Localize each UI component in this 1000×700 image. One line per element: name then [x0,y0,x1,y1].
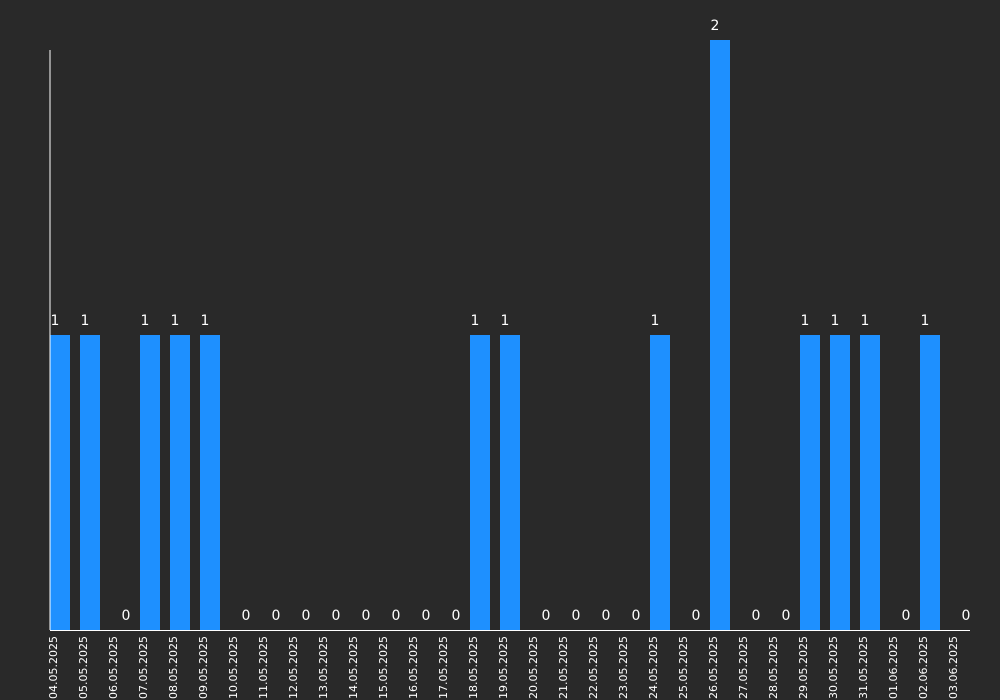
x-tick-label-27.05.2025: 27.05.2025 [737,636,750,699]
x-tick-label-29.05.2025: 29.05.2025 [797,636,810,699]
x-tick-label-21.05.2025: 21.05.2025 [557,636,570,699]
value-label-19.05.2025: 1 [501,313,510,329]
x-tick-label-22.05.2025: 22.05.2025 [587,636,600,699]
value-label-16.05.2025: 0 [422,608,431,624]
x-tick-label-07.05.2025: 07.05.2025 [137,636,150,699]
x-tick-label-08.05.2025: 08.05.2025 [167,636,180,699]
bar-19.05.2025 [500,335,520,630]
x-tick-label-03.06.2025: 03.06.2025 [947,636,960,699]
bar-08.05.2025 [170,335,190,630]
x-tick-label-30.05.2025: 30.05.2025 [827,636,840,699]
value-label-01.06.2025: 0 [902,608,911,624]
x-tick-label-14.05.2025: 14.05.2025 [347,636,360,699]
x-tick-label-01.06.2025: 01.06.2025 [887,636,900,699]
value-label-22.05.2025: 0 [602,608,611,624]
bar-18.05.2025 [470,335,490,630]
bar-04.05.2025 [50,335,70,630]
value-label-31.05.2025: 1 [861,313,870,329]
value-label-13.05.2025: 0 [332,608,341,624]
x-tick-label-12.05.2025: 12.05.2025 [287,636,300,699]
value-label-20.05.2025: 0 [542,608,551,624]
value-labels-group: 1 1 0 1 1 1 0 0 0 0 0 0 0 0 1 1 0 0 0 0 1 0 2 0 0 1 1 1 0 1 0 [51,18,971,624]
x-tick-label-10.05.2025: 10.05.2025 [227,636,240,699]
x-tick-label-02.06.2025: 02.06.2025 [917,636,930,699]
x-tick-label-06.05.2025: 06.05.2025 [107,636,120,699]
value-label-07.05.2025: 1 [141,313,150,329]
value-label-26.05.2025: 2 [711,18,720,34]
value-label-10.05.2025: 0 [242,608,251,624]
value-label-28.05.2025: 0 [782,608,791,624]
x-tick-label-15.05.2025: 15.05.2025 [377,636,390,699]
bar-05.05.2025 [80,335,100,630]
value-label-30.05.2025: 1 [831,313,840,329]
value-label-04.05.2025: 1 [51,313,60,329]
value-label-03.06.2025: 0 [962,608,971,624]
x-tick-label-28.05.2025: 28.05.2025 [767,636,780,699]
value-label-23.05.2025: 0 [632,608,641,624]
x-tick-label-19.05.2025: 19.05.2025 [497,636,510,699]
value-label-21.05.2025: 0 [572,608,581,624]
x-tick-label-23.05.2025: 23.05.2025 [617,636,630,699]
bar-26.05.2025 [710,40,730,630]
bar-29.05.2025 [800,335,820,630]
x-tick-label-11.05.2025: 11.05.2025 [257,636,270,699]
bar-02.06.2025 [920,335,940,630]
x-tick-label-05.05.2025: 05.05.2025 [77,636,90,699]
value-label-05.05.2025: 1 [81,313,90,329]
bar-07.05.2025 [140,335,160,630]
x-tick-label-16.05.2025: 16.05.2025 [407,636,420,699]
value-label-06.05.2025: 0 [122,608,131,624]
bars-group [50,40,940,630]
x-tick-label-24.05.2025: 24.05.2025 [647,636,660,699]
x-tick-label-17.05.2025: 17.05.2025 [437,636,450,699]
x-tick-label-18.05.2025: 18.05.2025 [467,636,480,699]
x-tick-label-31.05.2025: 31.05.2025 [857,636,870,699]
bar-31.05.2025 [860,335,880,630]
value-label-09.05.2025: 1 [201,313,210,329]
value-label-15.05.2025: 0 [392,608,401,624]
value-label-12.05.2025: 0 [302,608,311,624]
x-tick-label-09.05.2025: 09.05.2025 [197,636,210,699]
value-label-08.05.2025: 1 [171,313,180,329]
value-label-14.05.2025: 0 [362,608,371,624]
bar-30.05.2025 [830,335,850,630]
value-label-02.06.2025: 1 [921,313,930,329]
x-tick-label-26.05.2025: 26.05.2025 [707,636,720,699]
bar-24.05.2025 [650,335,670,630]
x-tick-labels-group: 04.05.2025 05.05.2025 06.05.2025 07.05.2025… [47,636,960,699]
value-label-11.05.2025: 0 [272,608,281,624]
x-tick-label-25.05.2025: 25.05.2025 [677,636,690,699]
value-label-18.05.2025: 1 [471,313,480,329]
value-label-17.05.2025: 0 [452,608,461,624]
x-tick-label-04.05.2025: 04.05.2025 [47,636,60,699]
value-label-25.05.2025: 0 [692,608,701,624]
bar-09.05.2025 [200,335,220,630]
value-label-29.05.2025: 1 [801,313,810,329]
x-tick-label-13.05.2025: 13.05.2025 [317,636,330,699]
value-label-27.05.2025: 0 [752,608,761,624]
x-tick-label-20.05.2025: 20.05.2025 [527,636,540,699]
value-label-24.05.2025: 1 [651,313,660,329]
